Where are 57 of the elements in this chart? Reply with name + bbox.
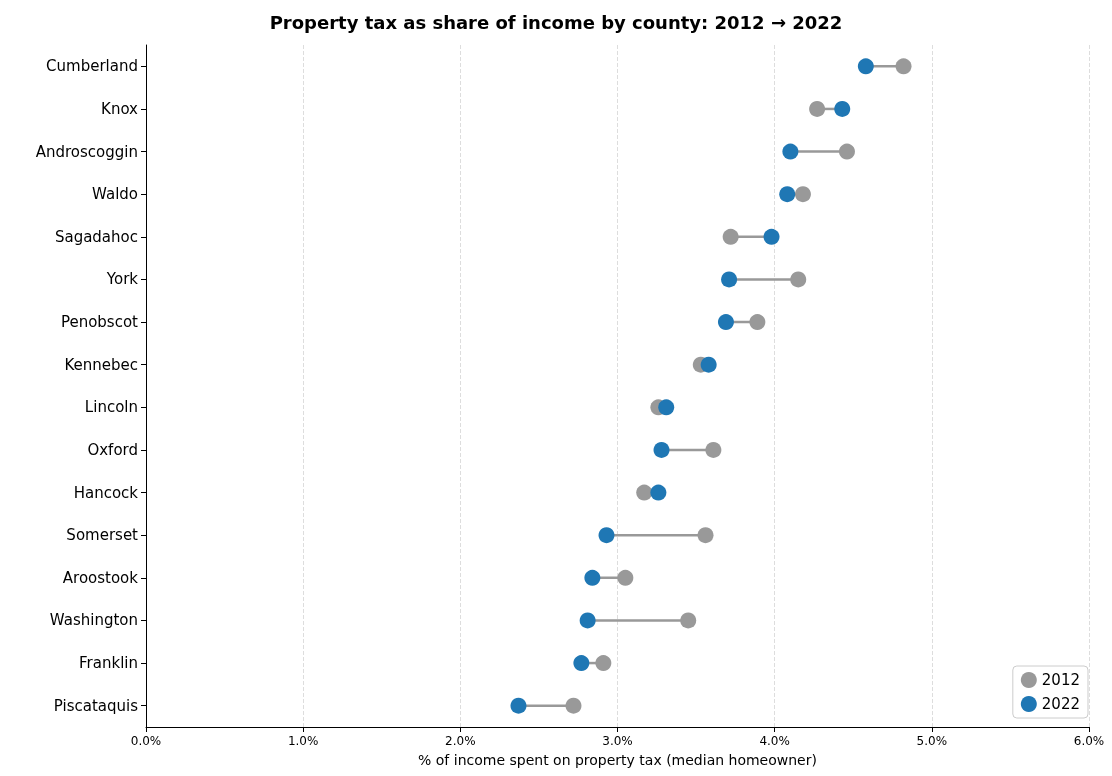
legend-label: 2022 <box>1041 695 1081 713</box>
point <box>857 58 874 75</box>
point <box>834 100 851 117</box>
point <box>598 527 615 544</box>
point <box>794 186 811 203</box>
legend-label: 2012 <box>1041 671 1081 689</box>
x-tick-label: 6.0% <box>1073 734 1105 748</box>
point <box>565 697 582 714</box>
x-tick-label: 0.0% <box>130 734 162 748</box>
y-tick-label: Hancock <box>73 483 139 502</box>
point <box>763 228 780 245</box>
point <box>721 271 738 288</box>
point <box>650 484 667 501</box>
x-tick-label: 1.0% <box>287 734 319 748</box>
point <box>790 271 807 288</box>
point <box>895 58 912 75</box>
y-tick-label: Washington <box>49 611 138 630</box>
point <box>722 228 739 245</box>
y-tick-label: Lincoln <box>84 398 138 417</box>
point <box>653 441 670 458</box>
point <box>705 441 722 458</box>
y-tick-label: Sagadahoc <box>54 227 138 246</box>
point <box>697 527 714 544</box>
y-tick-label: Somerset <box>66 526 139 545</box>
point <box>584 569 601 586</box>
y-tick-label: Cumberland <box>46 57 138 76</box>
x-tick-label: 3.0% <box>602 734 633 748</box>
point <box>617 569 634 586</box>
point <box>779 186 796 203</box>
point <box>717 314 734 331</box>
point <box>838 143 855 160</box>
x-tick-label: 2.0% <box>445 734 476 748</box>
point <box>510 697 527 714</box>
point <box>809 100 826 117</box>
point <box>680 612 697 629</box>
y-tick-label: Franklin <box>79 654 138 673</box>
point <box>782 143 799 160</box>
y-tick-label: Penobscot <box>60 313 139 332</box>
point <box>658 399 675 416</box>
y-tick-label: Oxford <box>87 440 138 459</box>
y-tick-label: Piscataquis <box>53 696 139 715</box>
point <box>700 356 717 373</box>
point <box>595 655 612 672</box>
chart-title: Property tax as share of income by county: 2012 → 2022 <box>269 11 843 33</box>
x-axis-title: % of income spent on property tax (median homeowner) <box>418 752 817 768</box>
x-tick-label: 5.0% <box>916 734 948 748</box>
point <box>579 612 596 629</box>
y-tick-label: Kennebec <box>64 355 138 374</box>
x-tick-label: 4.0% <box>759 734 790 748</box>
y-tick-label: Aroostook <box>62 568 139 587</box>
y-tick-label: Androscoggin <box>35 142 138 161</box>
y-tick-label: Knox <box>101 99 139 118</box>
y-tick-label: York <box>105 270 139 289</box>
point <box>749 314 766 331</box>
point <box>636 484 653 501</box>
point <box>573 655 590 672</box>
y-tick-label: Waldo <box>92 185 138 204</box>
